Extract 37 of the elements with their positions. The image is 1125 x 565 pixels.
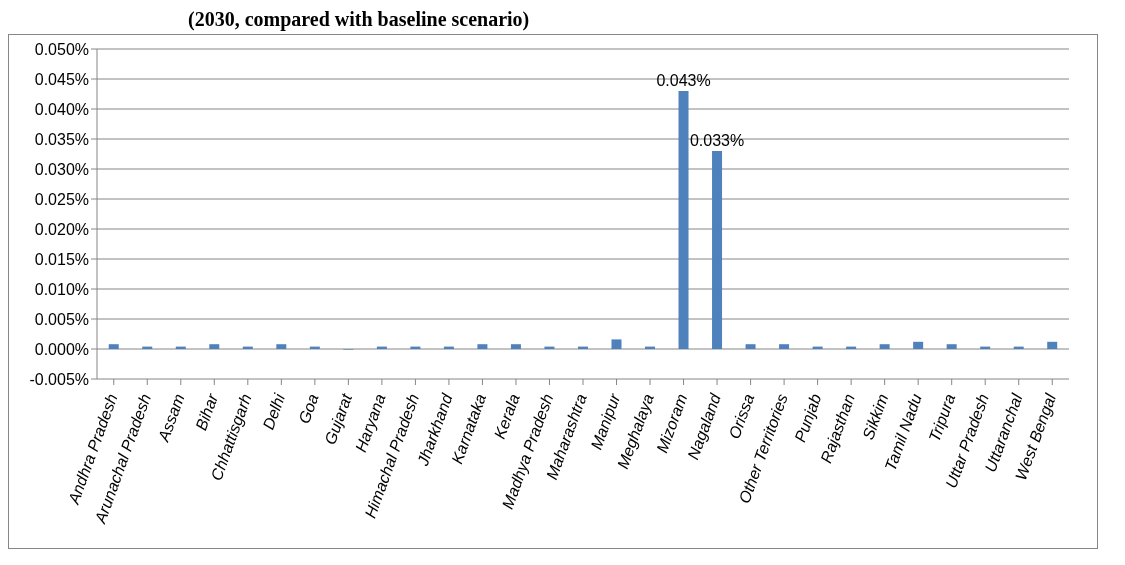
bar — [678, 91, 689, 349]
bar — [913, 341, 924, 349]
bar — [779, 344, 790, 349]
bar — [879, 344, 890, 349]
data-label: 0.033% — [689, 132, 745, 149]
chart-title: (2030, compared with baseline scenario) — [187, 8, 531, 33]
y-tick-label: 0.015% — [34, 250, 89, 268]
x-tick-label: Delhi — [259, 391, 289, 432]
bar — [477, 344, 488, 349]
x-tick-label: Goa — [295, 391, 322, 426]
x-tick-label: Gujarat — [321, 391, 356, 447]
y-tick-label: 0.040% — [34, 100, 89, 118]
y-tick-label: 0.010% — [34, 280, 89, 298]
x-tick-label: Punjab — [791, 391, 825, 445]
y-tick-label: 0.035% — [34, 130, 89, 148]
bar — [510, 344, 521, 349]
bar — [946, 344, 957, 349]
bar — [611, 339, 622, 349]
bar — [1047, 341, 1058, 349]
bar — [209, 344, 220, 349]
y-tick-label: 0.020% — [34, 220, 89, 238]
y-tick-label: 0.030% — [34, 160, 89, 178]
y-tick-label: 0.050% — [34, 40, 89, 58]
x-tick-label: Tripura — [925, 391, 959, 444]
bar — [712, 151, 723, 349]
bar — [276, 344, 287, 349]
bar — [108, 344, 119, 349]
y-tick-label: 0.045% — [34, 70, 89, 88]
x-tick-label: Kerala — [490, 391, 523, 441]
y-tick-label: 0.025% — [34, 190, 89, 208]
y-tick-label: 0.005% — [34, 310, 89, 328]
y-tick-label: 0.000% — [34, 340, 89, 358]
x-tick-label: Assam — [154, 391, 188, 445]
bar — [745, 344, 756, 349]
x-tick-label: Orissa — [725, 391, 758, 441]
data-label: 0.043% — [656, 72, 711, 89]
y-tick-label: -0.005% — [29, 370, 89, 388]
